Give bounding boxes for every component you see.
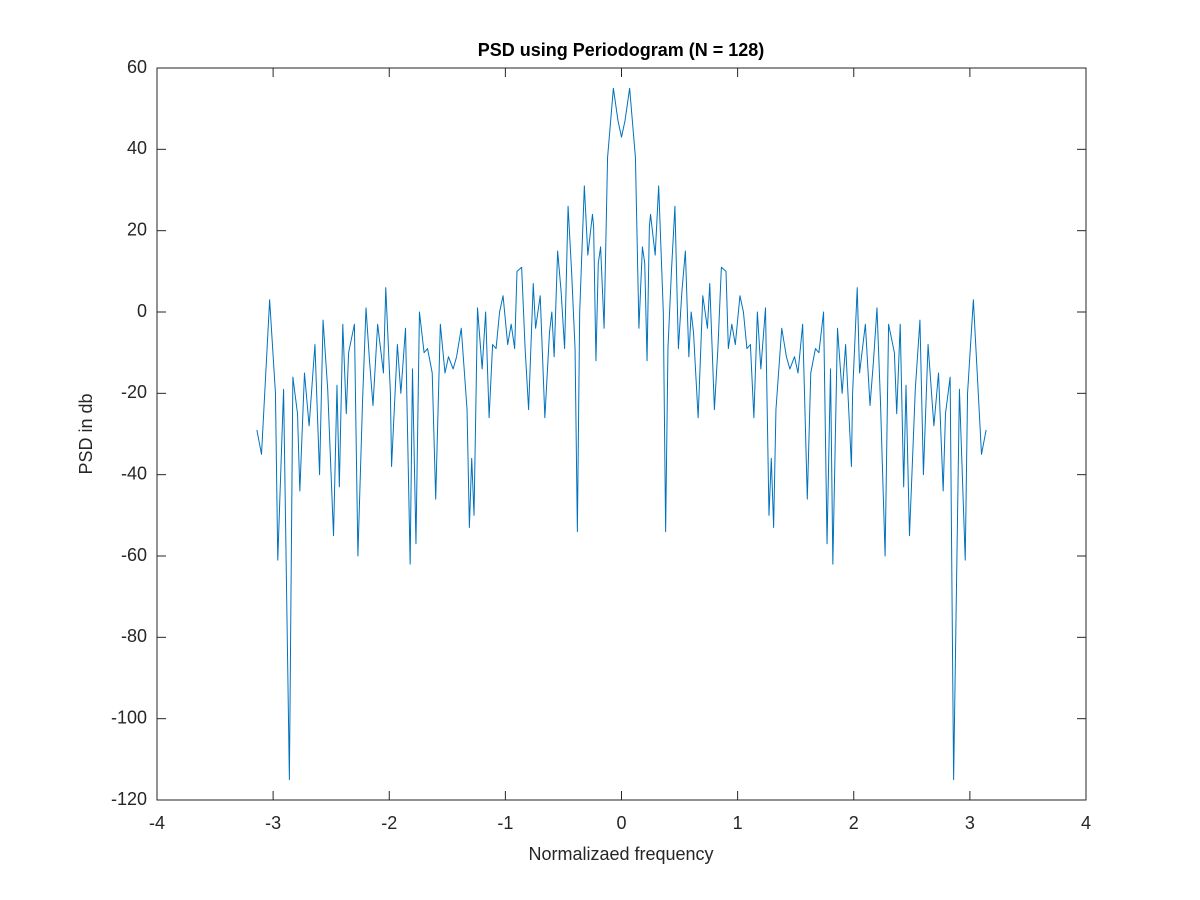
plot-area [157, 68, 1086, 800]
y-tick-label: -120 [111, 789, 147, 809]
y-tick-label: -60 [121, 545, 147, 565]
y-tick-label: -20 [121, 382, 147, 402]
y-tick-label: -40 [121, 463, 147, 483]
x-tick-label: 2 [849, 813, 859, 833]
plot-marks [256, 87, 987, 781]
x-tick-label: 3 [965, 813, 975, 833]
chart-title: PSD using Periodogram (N = 128) [478, 40, 765, 60]
x-axis-label: Normalizaed frequency [528, 844, 713, 864]
y-tick-label: 40 [127, 138, 147, 158]
data-line [256, 87, 987, 781]
y-axis-label: PSD in db [76, 393, 96, 474]
x-tick-label: 1 [733, 813, 743, 833]
y-tick-label: -100 [111, 707, 147, 727]
x-tick-label: -3 [265, 813, 281, 833]
y-tick-label: 60 [127, 57, 147, 77]
x-tick-label: -4 [149, 813, 165, 833]
y-tick-label: 20 [127, 219, 147, 239]
x-tick-label: 0 [616, 813, 626, 833]
x-tick-label: -1 [497, 813, 513, 833]
y-tick-label: 0 [137, 301, 147, 321]
x-tick-label: -2 [381, 813, 397, 833]
y-tick-label: -80 [121, 626, 147, 646]
x-tick-label: 4 [1081, 813, 1091, 833]
